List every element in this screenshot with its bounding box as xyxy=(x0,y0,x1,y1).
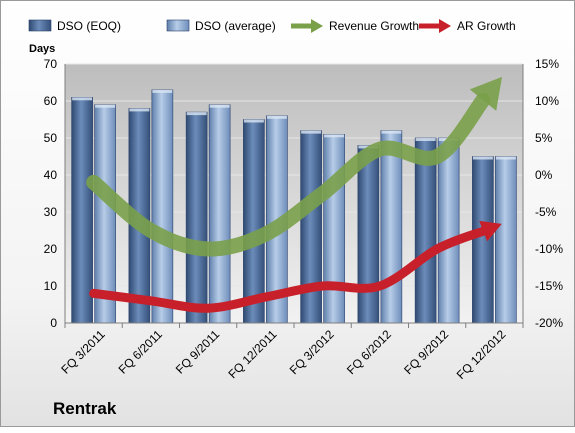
bar-top-highlight xyxy=(186,112,207,116)
y2-tick-label: 0% xyxy=(535,168,553,182)
y2-tick-label: 15% xyxy=(535,57,559,71)
x-tick-label: FQ 12/2011 xyxy=(225,327,279,381)
bar-top-highlight xyxy=(243,119,264,123)
legend: DSO (EOQ) DSO (average) Revenue Growth AR G… xyxy=(28,19,516,33)
y-tick-label: 10 xyxy=(44,279,58,293)
revenue-growth-line xyxy=(86,92,491,257)
x-tick-label: FQ 9/2011 xyxy=(173,327,223,377)
y-tick-label: 30 xyxy=(44,205,58,219)
ar-growth-arrowhead xyxy=(479,220,502,242)
x-tick-label: FQ 3/2011 xyxy=(58,327,108,377)
y2-tick-label: -15% xyxy=(535,279,563,293)
bar-dso-eoq xyxy=(357,145,380,324)
y2-tick-label: -10% xyxy=(535,242,563,256)
y-tick-label: 70 xyxy=(44,57,58,71)
y2-tick-label: -20% xyxy=(535,316,563,330)
growth-arrows xyxy=(86,76,502,313)
x-tick-label: FQ 9/2012 xyxy=(401,327,451,377)
bar-dso-eoq xyxy=(414,137,437,324)
x-tick-label: FQ 12/2012 xyxy=(454,327,509,382)
bar-top-highlight xyxy=(129,108,150,112)
bar-dso-average xyxy=(495,156,517,324)
legend-label-dso-average: DSO (average) xyxy=(195,19,276,33)
legend-label-dso-eoq: DSO (EOQ) xyxy=(57,19,121,33)
y-tick-label: 40 xyxy=(44,168,58,182)
bar-dso-average xyxy=(323,134,345,324)
bar-dso-eoq xyxy=(185,111,208,324)
company-name: Rentrak xyxy=(53,399,117,418)
bar-dso-average xyxy=(380,130,403,324)
bar-top-highlight xyxy=(301,130,322,134)
bar-dso-eoq xyxy=(472,156,494,324)
bar-top-highlight xyxy=(415,138,436,141)
ar-growth-line xyxy=(89,226,488,313)
legend-label-revenue-growth: Revenue Growth xyxy=(329,19,419,33)
y2-tick-label: -5% xyxy=(535,205,557,219)
legend-arrowhead-revenue-growth xyxy=(311,19,323,33)
bar-top-highlight xyxy=(209,104,230,108)
legend-swatch-dso-average xyxy=(166,19,190,32)
y-tick-label: 50 xyxy=(44,131,58,145)
bar-dso-eoq xyxy=(300,130,322,324)
bar-top-highlight xyxy=(324,134,345,138)
y2-tick-label: 5% xyxy=(535,131,553,145)
y-axis-title: Days xyxy=(29,43,55,55)
bar-top-highlight xyxy=(472,156,493,160)
y2-tick-label: 10% xyxy=(535,94,559,108)
bar-dso-average xyxy=(437,137,460,324)
bar-series xyxy=(71,89,517,324)
x-tick-label: FQ 3/2012 xyxy=(287,327,337,377)
y-tick-label: 20 xyxy=(44,242,58,256)
bar-dso-average xyxy=(208,104,231,324)
revenue-growth-arrowhead xyxy=(469,76,502,111)
bar-top-highlight xyxy=(266,115,287,119)
bar-dso-eoq xyxy=(71,97,93,324)
legend-label-ar-growth: AR Growth xyxy=(457,19,516,33)
bar-top-highlight xyxy=(72,97,93,101)
legend-swatch-dso-eoq xyxy=(28,19,52,32)
bar-top-highlight xyxy=(381,130,402,134)
y-tick-label: 60 xyxy=(44,94,58,108)
y-tick-label: 0 xyxy=(50,316,57,330)
bar-top-highlight xyxy=(152,89,173,93)
legend-arrowhead-ar-growth xyxy=(439,19,451,33)
bar-dso-eoq xyxy=(243,119,265,324)
bar-dso-average xyxy=(151,89,174,324)
x-tick-label: FQ 6/2012 xyxy=(344,327,394,377)
x-tick-label: FQ 6/2011 xyxy=(116,327,166,377)
bar-top-highlight xyxy=(95,104,116,108)
bar-top-highlight xyxy=(495,156,516,160)
